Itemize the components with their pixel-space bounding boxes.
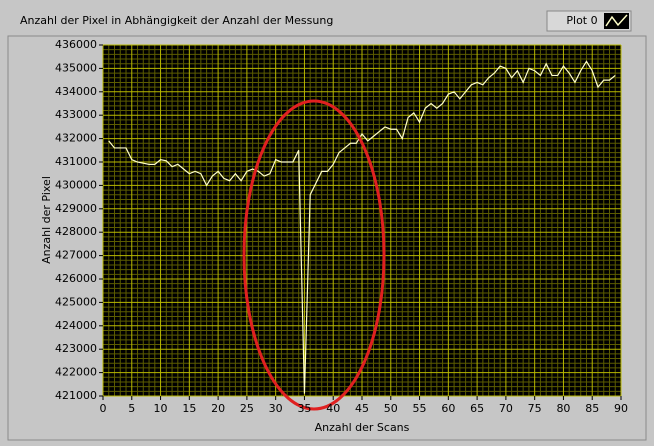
x-tick-label: 5	[128, 402, 135, 415]
x-axis-label: Anzahl der Scans	[315, 421, 410, 434]
legend-icon	[605, 14, 628, 27]
x-tick-label: 20	[211, 402, 225, 415]
y-tick-label: 434000	[55, 85, 97, 98]
x-tick-label: 60	[441, 402, 455, 415]
legend: Plot 0	[546, 10, 632, 32]
y-tick-label: 432000	[55, 132, 97, 145]
legend-swatch	[604, 13, 629, 29]
chart-title: Anzahl der Pixel in Abhängigkeit der Anz…	[20, 14, 333, 27]
y-axis-label: Anzahl der Pixel	[40, 176, 53, 264]
x-tick-label: 90	[614, 402, 628, 415]
y-tick-label: 423000	[55, 342, 97, 355]
y-tick-label: 424000	[55, 319, 97, 332]
legend-label: Plot 0	[566, 14, 597, 27]
frame	[7, 35, 647, 441]
x-tick-label: 25	[240, 402, 254, 415]
y-tick-label: 430000	[55, 178, 97, 191]
y-tick-label: 433000	[55, 108, 97, 121]
y-tick-label: 425000	[55, 295, 97, 308]
x-tick-label: 65	[470, 402, 484, 415]
y-tick-label: 421000	[55, 389, 97, 402]
x-tick-label: 70	[499, 402, 513, 415]
x-tick-label: 50	[384, 402, 398, 415]
y-tick-label: 428000	[55, 225, 97, 238]
x-tick-label: 85	[585, 402, 599, 415]
x-tick-label: 35	[297, 402, 311, 415]
y-tick-label: 431000	[55, 155, 97, 168]
x-tick-label: 10	[154, 402, 168, 415]
x-tick-label: 55	[413, 402, 427, 415]
y-tick-label: 426000	[55, 272, 97, 285]
x-tick-label: 0	[100, 402, 107, 415]
x-tick-label: 45	[355, 402, 369, 415]
x-tick-label: 80	[556, 402, 570, 415]
data-line	[108, 60, 616, 394]
x-tick-label: 30	[269, 402, 283, 415]
highlight-ellipse	[242, 99, 386, 411]
y-tick-label: 427000	[55, 249, 97, 262]
x-tick-label: 40	[326, 402, 340, 415]
y-tick-label: 436000	[55, 38, 97, 51]
x-tick-label: 15	[182, 402, 196, 415]
marks	[108, 60, 616, 394]
y-tick-label: 435000	[55, 61, 97, 74]
y-tick-label: 422000	[55, 366, 97, 379]
grid	[102, 44, 622, 397]
x-tick-label: 75	[528, 402, 542, 415]
y-tick-label: 429000	[55, 202, 97, 215]
